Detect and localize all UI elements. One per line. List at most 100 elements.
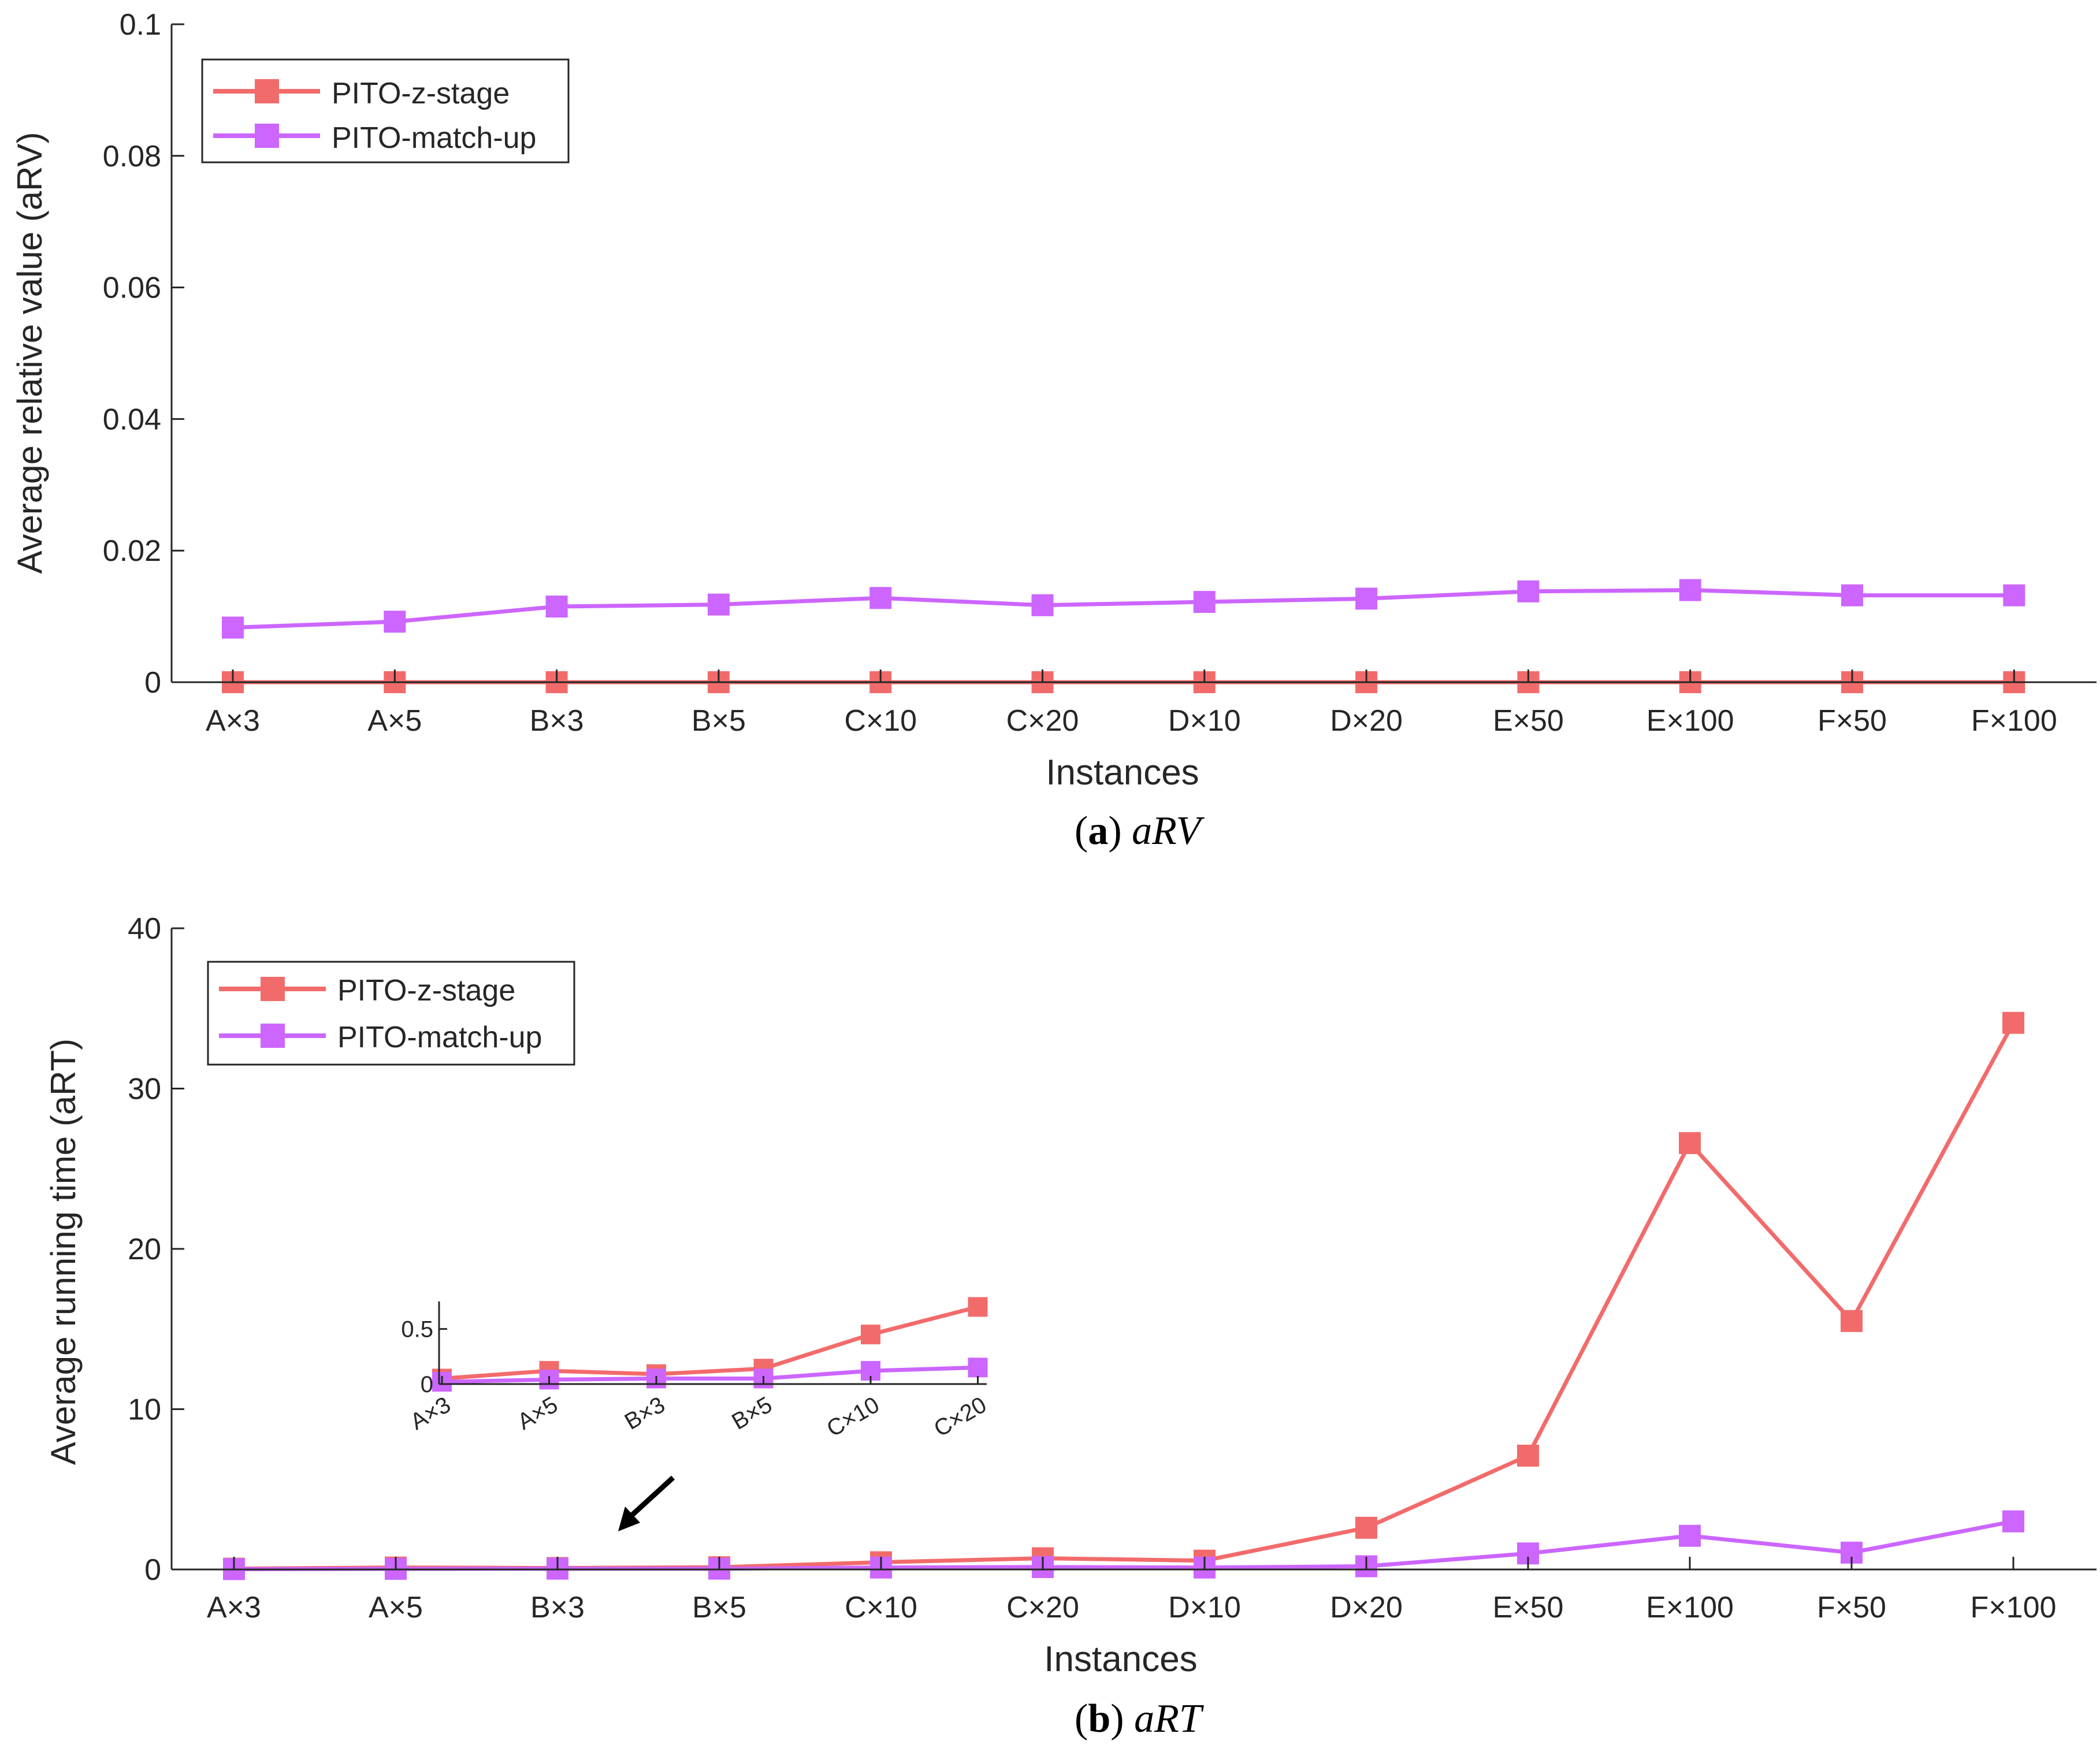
- legend-label-match-up: PITO-match-up: [337, 1021, 542, 1054]
- data-point-pito-match-up-a-5: [384, 611, 406, 633]
- inset-y-tick-label: 0.5: [401, 1317, 433, 1342]
- series-pito-z-stage: [223, 1011, 2024, 1580]
- inset-x-tick-label-a-5: A×5: [513, 1392, 562, 1435]
- x-tick-label-c-20: C×20: [1006, 704, 1079, 738]
- y-tick-label: 0: [144, 1553, 161, 1587]
- x-tick-label-b-3: B×3: [530, 1591, 585, 1624]
- x-tick-label-d-10: D×10: [1168, 1591, 1241, 1624]
- data-point-pito-z-stage-f-50: [1841, 1310, 1863, 1332]
- arrow-head: [618, 1507, 640, 1531]
- legend-label-z-stage: PITO-z-stage: [332, 77, 510, 110]
- legend-marker-z-stage: [261, 977, 285, 1001]
- x-tick-label-a-5: A×5: [369, 1591, 423, 1624]
- data-point-pito-z-stage-f-100: [2002, 1011, 2024, 1034]
- inset-series-line-pito-match-up: [441, 1365, 978, 1384]
- data-point-pito-z-stage-e-100: [1679, 1132, 1701, 1154]
- y-tick-label: 0.04: [103, 403, 161, 436]
- y-tick-label: 40: [128, 912, 161, 946]
- x-axis-title: Instances: [1044, 1639, 1197, 1679]
- y-ticks: 0 0.02 0.04 0.06 0.08 0.1: [103, 8, 184, 700]
- data-point-pito-match-up-f-50: [1841, 584, 1863, 607]
- arrow-pointer: [618, 1475, 675, 1531]
- x-tick-label-d-20: D×20: [1330, 704, 1403, 738]
- x-tick-label-b-5: B×5: [692, 1591, 746, 1624]
- y-tick-label: 0.1: [120, 8, 161, 42]
- inset-series-pito-match-up: [432, 1357, 988, 1392]
- inset-y-tick-label: 0: [421, 1372, 433, 1397]
- panel-b-caption: (b) aRT: [1075, 1697, 1205, 1741]
- x-tick-label-b-5: B×5: [692, 704, 746, 738]
- x-ticks: A×3 A×5 B×3 B×5 C×10 C×20 D×10 D×20 E×50 E×100 F×5…: [207, 1557, 2056, 1624]
- series-line-pito-match-up: [232, 588, 2014, 630]
- panel-a-chart: 0 0.02 0.04 0.06 0.08 0.1 A×3 A×5 B×3 B×5 C×10 C×2…: [10, 8, 2097, 853]
- x-tick-label-c-10: C×10: [845, 1591, 917, 1624]
- data-point-pito-z-stage-d-20: [1355, 1516, 1377, 1539]
- x-tick-label-e-50: E×50: [1493, 1591, 1564, 1624]
- series-pito-match-up: [222, 579, 2025, 639]
- caption-letter: a: [1088, 809, 1108, 853]
- y-tick-label: 20: [128, 1233, 161, 1266]
- inset-x-tick-label-b-3: B×3: [620, 1392, 670, 1435]
- y-tick-label: 0.02: [103, 534, 161, 568]
- x-ticks: A×3 A×5 B×3 B×5 C×10 C×20 D×10 D×20 E×50 E×100 F×5…: [206, 669, 2057, 738]
- arrow-shaft: [625, 1475, 675, 1522]
- series-line-pito-z-stage: [233, 1022, 2016, 1571]
- y-tick-label: 30: [128, 1073, 161, 1106]
- inset-x-ticks: A×3 A×5 B×3 B×5 C×10 C×20: [406, 1376, 991, 1442]
- x-tick-label-f-50: F×50: [1817, 704, 1887, 738]
- inset-data-point-pito-z-stage-c-10: [861, 1325, 880, 1345]
- caption-letter: b: [1088, 1697, 1110, 1741]
- data-point-pito-match-up-f-100: [2002, 1510, 2024, 1532]
- x-tick-label-b-3: B×3: [530, 704, 584, 738]
- x-tick-label-a-3: A×3: [207, 1591, 261, 1624]
- axes: [170, 24, 2097, 683]
- data-point-pito-match-up-c-10: [869, 587, 892, 609]
- y-tick-label: 0: [144, 666, 161, 700]
- data-point-pito-match-up-e-100: [1679, 1524, 1701, 1547]
- inset-y-ticks: 00.5: [401, 1317, 447, 1397]
- x-axis-title: Instances: [1046, 753, 1199, 793]
- x-tick-label-a-5: A×5: [367, 704, 422, 738]
- x-tick-label-a-3: A×3: [206, 704, 260, 738]
- data-point-pito-match-up-b-3: [545, 596, 568, 618]
- x-tick-label-e-100: E×100: [1646, 704, 1734, 738]
- x-tick-label-e-100: E×100: [1646, 1591, 1734, 1624]
- y-axis-title: Average running time (aRT): [44, 1039, 83, 1465]
- data-point-pito-match-up-d-20: [1355, 587, 1378, 610]
- legend: PITO-z-stage PITO-match-up: [201, 58, 570, 163]
- x-tick-label-d-10: D×10: [1168, 704, 1241, 738]
- caption-metric: aRT: [1134, 1697, 1205, 1741]
- data-point-pito-match-up-e-50: [1517, 580, 1540, 602]
- legend-marker-match-up: [261, 1024, 285, 1048]
- inset-data-point-pito-match-up-c-20: [968, 1357, 988, 1378]
- inset-chart: 00.5 A×3 A×5 B×3 B×5 C×10 C×20: [401, 1297, 991, 1442]
- y-tick-label: 10: [128, 1393, 161, 1427]
- data-point-pito-match-up-b-5: [707, 593, 730, 616]
- inset-series-line-pito-z-stage: [441, 1305, 979, 1381]
- inset-x-tick-label-b-5: B×5: [727, 1392, 776, 1435]
- x-tick-label-f-100: F×100: [1971, 1591, 2057, 1624]
- panel-b-chart: 0 10 20 30 40 A×3 A×5 B×3 B×5 C×10 C×20 D×10 D×20 E×…: [44, 912, 2097, 1741]
- data-point-pito-match-up-d-10: [1193, 591, 1216, 613]
- x-tick-label-c-20: C×20: [1006, 1591, 1079, 1624]
- y-axis-title: Average relative value (aRV): [10, 132, 49, 574]
- caption-metric: aRV: [1132, 809, 1205, 853]
- legend-marker-match-up: [255, 124, 279, 148]
- y-tick-label: 0.06: [103, 271, 161, 305]
- y-ticks: 0 10 20 30 40: [128, 912, 184, 1587]
- y-tick-label: 0.08: [103, 140, 161, 173]
- inset-data-point-pito-z-stage-c-20: [968, 1297, 988, 1317]
- inset-x-tick-label-c-20: C×20: [930, 1392, 991, 1442]
- x-tick-label-f-50: F×50: [1817, 1591, 1886, 1624]
- legend: PITO-z-stage PITO-match-up: [207, 961, 575, 1066]
- legend-label-z-stage: PITO-z-stage: [337, 974, 515, 1007]
- data-point-pito-z-stage-e-50: [1517, 1444, 1539, 1467]
- inset-x-tick-label-c-10: C×10: [823, 1392, 884, 1442]
- x-tick-label-e-50: E×50: [1493, 704, 1564, 738]
- data-point-pito-match-up-f-100: [2003, 584, 2025, 607]
- panel-a-caption: (a) aRV: [1075, 809, 1205, 853]
- data-point-pito-match-up-a-3: [222, 616, 244, 639]
- inset-series-pito-z-stage: [432, 1297, 988, 1389]
- x-tick-label-f-100: F×100: [1971, 704, 2057, 738]
